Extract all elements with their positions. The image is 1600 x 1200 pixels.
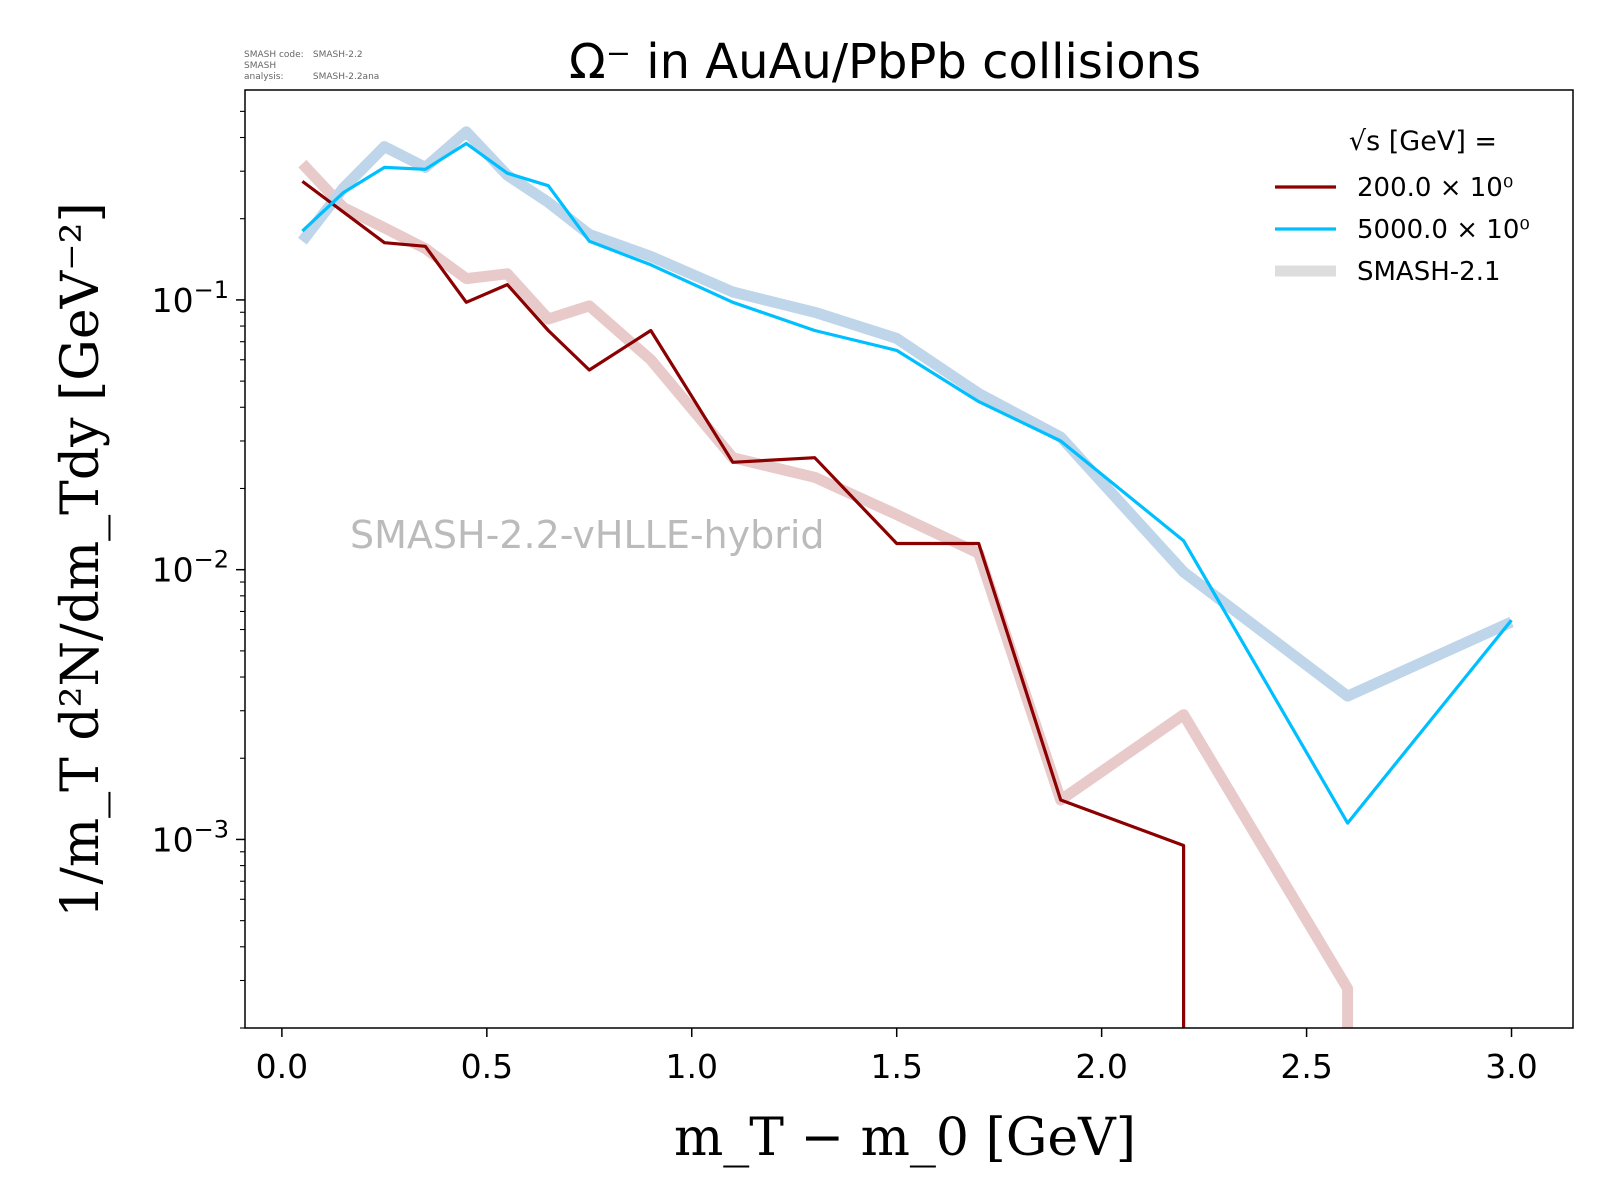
x-axis-label: m_T − m_0 [GeV] [674,1108,1136,1168]
smash-analysis-note: SMASH analysis: SMASH-2.2ana [244,61,379,83]
y-axis-label: 1/m_T d²N/dm_Tdy [GeV⁻²] [51,202,111,917]
axes: 0.0 0.5 1.0 1.5 2.0 2.5 3.0 10−1 10−2 10−3 [152,110,1538,1086]
x-tick-label: 0.5 [461,1047,513,1086]
x-tick-label: 2.0 [1075,1047,1127,1086]
series-line-0 [301,180,1186,1028]
series-layer [301,141,1513,1029]
x-tick-label: 3.0 [1485,1047,1537,1086]
chart-title: Ω⁻ in AuAu/PbPb collisions [569,34,1201,90]
smash-analysis-value: SMASH-2.2ana [312,72,380,82]
smash-code-note: SMASH code: SMASH-2.2 [244,50,363,61]
x-tick-label: 2.5 [1280,1047,1332,1086]
legend-label: 200.0 × 10⁰ [1357,173,1513,203]
watermark: SMASH-2.2-vHLLE-hybrid [350,513,825,557]
legend: √s [GeV] = 200.0 × 10⁰ 5000.0 × 10⁰ SMASH-… [1275,126,1530,287]
smash-analysis-label: SMASH analysis: [244,61,284,82]
y-tick-label: 10−1 [152,276,229,320]
x-tick-label: 1.0 [666,1047,718,1086]
plot-frame [244,89,1574,1029]
smash-code-label: SMASH code: [244,50,304,60]
legend-items: 200.0 × 10⁰ 5000.0 × 10⁰ SMASH-2.1 [1275,173,1530,287]
series-1 [301,141,1513,825]
x-tick-label: 1.5 [870,1047,922,1086]
reference-curve-1 [298,126,1514,702]
smash-code-value: SMASH-2.2 [312,50,363,60]
x-tick-label: 0.0 [256,1047,308,1086]
reference-curves [298,126,1514,1028]
series-0 [301,180,1186,1029]
legend-label: SMASH-2.1 [1357,257,1501,287]
legend-title: √s [GeV] = [1349,126,1497,157]
reference-curve-0 [298,159,1354,1028]
series-line-1 [301,141,1513,825]
y-tick-label: 10−2 [152,546,229,590]
legend-label: 5000.0 × 10⁰ [1357,215,1530,245]
y-tick-label: 10−3 [152,815,229,859]
